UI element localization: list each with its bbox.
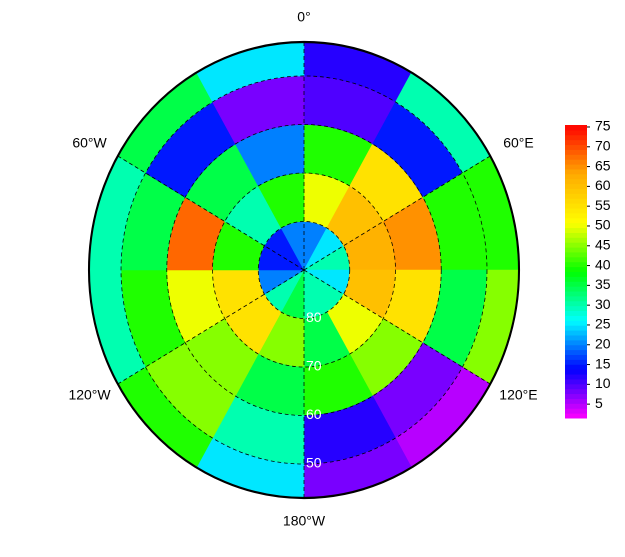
colorbar-step	[565, 344, 587, 351]
colorbar-step	[565, 349, 587, 356]
colorbar-step	[565, 144, 587, 150]
lon-label: 120°E	[499, 387, 537, 403]
colorbar-label: 40	[595, 256, 611, 272]
colorbar-step	[565, 374, 587, 380]
colorbar-step	[565, 261, 587, 268]
colorbar-label: 30	[595, 296, 611, 312]
lat-label: 60	[306, 406, 322, 422]
overlay: 80 70 60 50 0° 60°E 120°E 180°W 120°W 60°W 5 10 15 20…	[68, 9, 610, 529]
colorbar-step	[565, 139, 587, 146]
lat-label: 70	[306, 358, 322, 374]
colorbar-step	[565, 271, 587, 277]
lat-label: 80	[306, 309, 322, 325]
colorbar-step	[565, 237, 587, 243]
colorbar-step	[565, 198, 587, 204]
colorbar-label: 65	[595, 157, 611, 173]
colorbar-step	[565, 310, 587, 316]
colorbar-step	[565, 334, 587, 341]
colorbar-step	[565, 300, 587, 307]
colorbar-step	[565, 256, 587, 263]
lon-label: 120°W	[68, 387, 111, 403]
lon-label: 60°W	[72, 135, 107, 151]
colorbar-step	[565, 227, 587, 233]
colorbar-step	[565, 339, 587, 346]
colorbar-step	[565, 173, 587, 180]
colorbar-step	[565, 222, 587, 229]
colorbar-step	[565, 403, 587, 409]
colorbar-step	[565, 388, 587, 395]
colorbar-step	[565, 193, 587, 199]
colorbar-label: 35	[595, 276, 611, 292]
colorbar-label: 75	[595, 118, 611, 134]
colorbar-step	[565, 315, 587, 321]
colorbar-step	[565, 125, 587, 131]
meridian	[117, 269, 305, 385]
lat-line	[257, 221, 351, 319]
colorbar-label: 15	[595, 355, 611, 371]
colorbar-step	[565, 232, 587, 238]
lat-label: 50	[306, 455, 322, 471]
colorbar-step	[565, 203, 587, 209]
colorbar-step	[565, 291, 587, 297]
colorbar-step	[565, 217, 587, 224]
colorbar-step	[565, 266, 587, 272]
colorbar-step	[565, 359, 587, 365]
lat-line	[212, 172, 396, 368]
lon-label: 0°	[297, 9, 310, 25]
colorbar-step	[565, 242, 587, 248]
colorbar-step	[565, 164, 587, 170]
map	[87, 40, 521, 500]
colorbar-step	[565, 398, 587, 404]
colorbar-label: 10	[595, 375, 611, 391]
lat-line	[120, 75, 488, 465]
colorbar-step	[565, 305, 587, 312]
colorbar-label: 20	[595, 335, 611, 351]
colorbar-step	[565, 154, 587, 160]
colorbar-step	[565, 413, 587, 419]
colorbar-label: 55	[595, 197, 611, 213]
colorbar-label: 70	[595, 137, 611, 153]
colorbar-step	[565, 129, 587, 136]
lon-label: 60°E	[503, 135, 534, 151]
colorbar-step	[565, 178, 587, 185]
colorbar-step	[565, 378, 587, 385]
colorbar-step	[565, 168, 587, 175]
colorbar-step	[565, 286, 587, 292]
colorbar-step	[565, 320, 587, 326]
colorbar-label: 45	[595, 236, 611, 252]
colorbar-step	[565, 354, 587, 360]
colorbar-step	[565, 369, 587, 375]
colorbar-step	[565, 295, 587, 302]
meridian	[303, 155, 491, 271]
colorbar-step	[565, 134, 587, 141]
colorbar-step	[565, 212, 587, 219]
colorbar-step	[565, 408, 587, 414]
colorbar-step	[565, 330, 587, 336]
colorbar-step	[565, 247, 587, 253]
colorbar-step	[565, 383, 587, 390]
meridian	[117, 155, 305, 271]
colorbar-step	[565, 208, 587, 214]
meridian	[303, 269, 491, 385]
colorbar-label: 25	[595, 316, 611, 332]
colorbar-step	[565, 159, 587, 165]
colorbar-step	[565, 188, 587, 194]
colorbar-label: 5	[595, 395, 603, 411]
colorbar-step	[565, 183, 587, 189]
lon-label: 180°W	[283, 513, 326, 529]
colorbar-step	[565, 393, 587, 399]
lat-line	[166, 124, 442, 416]
colorbar-step	[565, 276, 587, 282]
map-border	[87, 40, 521, 500]
colorbar-step	[565, 281, 587, 287]
colorbar-step	[565, 364, 587, 370]
colorbar-step	[565, 325, 587, 331]
colorbar-step	[565, 251, 587, 258]
colorbar-label: 50	[595, 217, 611, 233]
colorbar-step	[565, 149, 587, 155]
colorbar-label: 60	[595, 177, 611, 193]
